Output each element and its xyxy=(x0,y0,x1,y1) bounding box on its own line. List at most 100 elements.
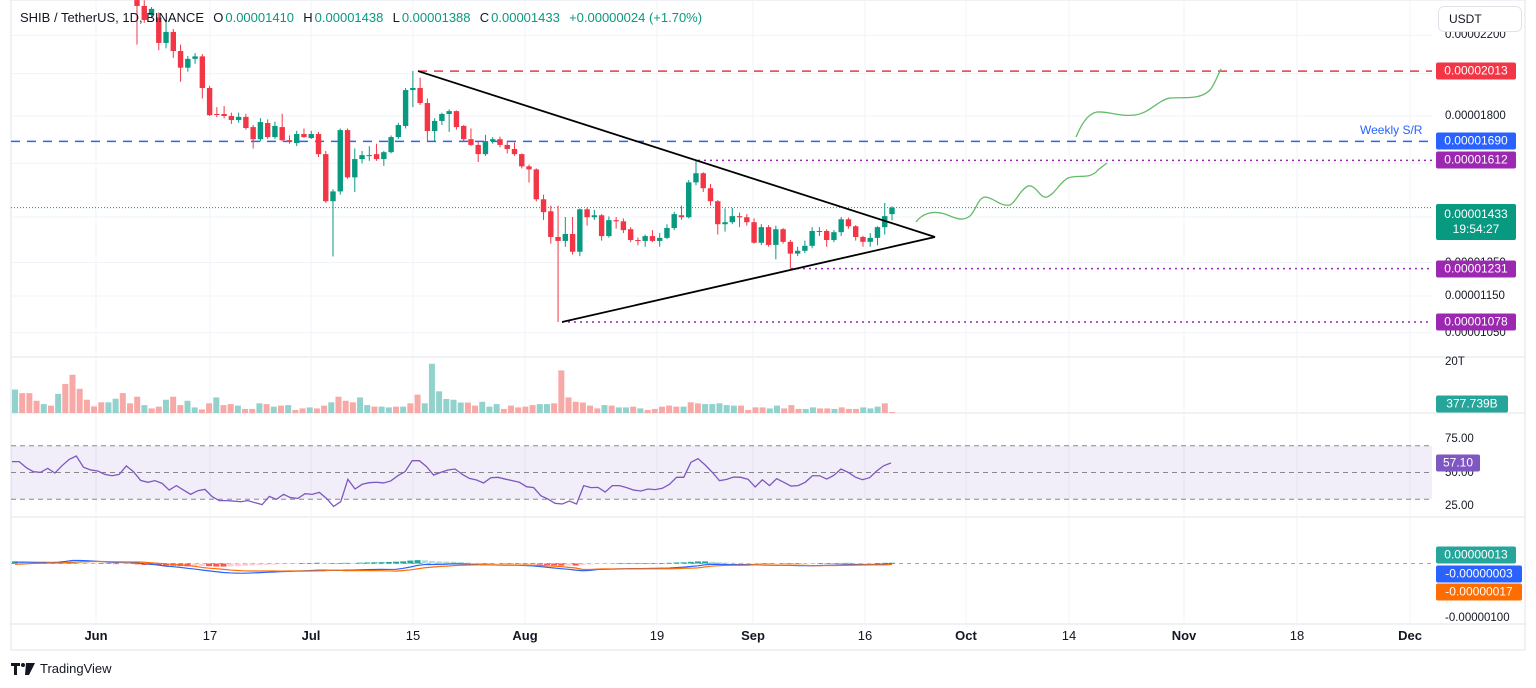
candle xyxy=(606,216,612,238)
time-axis-label: Jul xyxy=(301,628,321,643)
volume-bar xyxy=(572,401,579,413)
macd-histogram-bar xyxy=(529,563,536,565)
high-label: H xyxy=(303,10,313,25)
volume-bar xyxy=(773,405,780,413)
candle xyxy=(453,110,460,130)
macd-histogram-bar xyxy=(752,563,759,564)
volume-bar xyxy=(98,402,105,413)
candle-body xyxy=(388,137,394,153)
macd-histogram-bar xyxy=(730,562,737,564)
volume-bar xyxy=(493,404,500,413)
volume-bar xyxy=(730,405,737,413)
candle-body xyxy=(156,17,162,43)
candle-body xyxy=(359,155,365,160)
symbol-title[interactable]: SHIB / TetherUS, 1D, BINANCE xyxy=(20,10,204,25)
candle xyxy=(192,53,198,64)
candle xyxy=(642,234,648,247)
candle-body xyxy=(141,5,147,20)
macd-histogram-bar xyxy=(249,563,256,566)
macd-histogram-bar xyxy=(824,563,831,564)
volume-bar xyxy=(105,402,112,413)
weekly-sr-label: Weekly S/R xyxy=(1360,123,1423,137)
candle xyxy=(177,44,184,82)
candle xyxy=(860,235,866,247)
candle-body xyxy=(649,236,656,241)
candle xyxy=(228,112,235,124)
candle-body xyxy=(235,116,242,121)
candle-body xyxy=(627,229,634,241)
macd-histogram-bar xyxy=(637,563,644,564)
projection-path-1 xyxy=(915,162,1108,223)
candle xyxy=(359,150,365,164)
candle-body xyxy=(170,31,176,52)
volume-bar xyxy=(47,405,54,413)
volume-bar xyxy=(91,406,98,413)
candle xyxy=(758,224,765,246)
volume-bar xyxy=(860,407,867,413)
candle xyxy=(649,230,656,243)
weekly-sr-price-label: 0.00001690 xyxy=(1436,132,1516,150)
candle xyxy=(490,137,496,144)
candle xyxy=(511,142,518,156)
macd-histogram-bar xyxy=(702,561,709,564)
volume-bar xyxy=(342,400,349,413)
tradingview-brand[interactable]: TradingView xyxy=(11,661,112,676)
currency-button[interactable]: USDT xyxy=(1438,6,1522,32)
candle xyxy=(678,205,685,220)
macd-histogram-bar xyxy=(572,563,579,566)
candle xyxy=(257,118,264,142)
macd-histogram-bar xyxy=(558,563,565,566)
macd-histogram-bar xyxy=(349,563,356,564)
macd-histogram-bar xyxy=(277,563,284,564)
candle xyxy=(671,211,677,231)
volume-bar xyxy=(242,408,249,413)
volume-bar xyxy=(536,404,543,413)
candle xyxy=(715,200,721,235)
macd-histogram-bar xyxy=(436,561,443,564)
candle xyxy=(185,55,191,72)
volume-bar xyxy=(623,407,630,413)
candle-body xyxy=(874,227,881,238)
volume-bar xyxy=(874,406,881,413)
rsi-line xyxy=(12,455,892,508)
macd-pane xyxy=(11,559,1432,574)
rsi-axis-25: 25.00 xyxy=(1445,500,1474,512)
candle-body xyxy=(555,236,561,241)
candle-body xyxy=(330,191,336,202)
macd-histogram-bar xyxy=(112,563,119,565)
volume-bar xyxy=(364,405,371,413)
volume-bar xyxy=(19,393,26,413)
candle-body xyxy=(446,111,452,114)
candle xyxy=(802,240,808,253)
macd-histogram-bar xyxy=(565,563,572,566)
candle xyxy=(620,218,627,234)
volume-bar xyxy=(378,406,385,413)
candle-body xyxy=(424,103,431,132)
volume-bar xyxy=(177,405,184,413)
macd-histogram-bar xyxy=(738,562,745,564)
candle xyxy=(584,207,590,226)
candle-body xyxy=(192,56,198,59)
candle xyxy=(889,206,895,221)
macd-histogram-bar xyxy=(414,560,421,564)
volume-bar xyxy=(817,408,824,413)
volume-bar xyxy=(436,391,443,413)
candle-body xyxy=(635,240,641,242)
candle xyxy=(853,225,859,241)
volume-bar xyxy=(26,393,33,413)
candle-body xyxy=(272,125,278,138)
candle xyxy=(308,130,314,139)
time-axis-label: Aug xyxy=(512,628,538,643)
macd-signal-line xyxy=(14,560,893,572)
macd-histogram-bar xyxy=(378,562,385,564)
candle xyxy=(693,160,699,186)
candle-body xyxy=(867,237,873,242)
macd-histogram-bar xyxy=(817,563,824,564)
volume-bar xyxy=(328,402,335,413)
macd-histogram-bar xyxy=(206,563,213,567)
volume-bar xyxy=(615,407,622,413)
macd-histogram-bar xyxy=(802,563,809,564)
volume-bar xyxy=(694,403,701,413)
candle xyxy=(794,246,801,257)
